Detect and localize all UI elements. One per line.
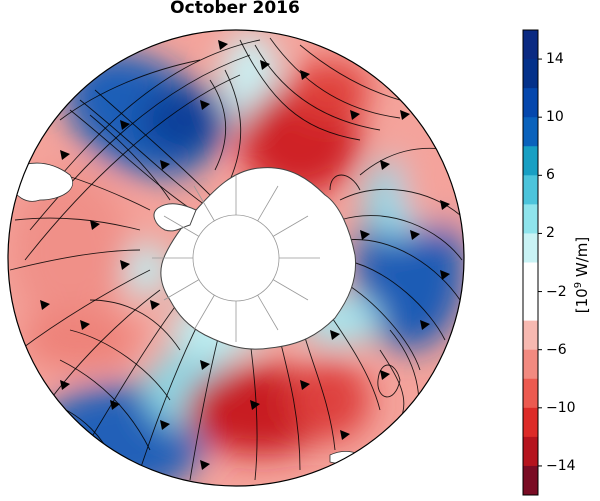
colorbar-segment (523, 436, 538, 467)
colorbar-segment (523, 465, 538, 496)
pole-hole (192, 214, 280, 302)
colorbar-segment (523, 30, 538, 60)
colorbar-segment (523, 233, 538, 263)
colorbar-tick-label: 6 (546, 167, 555, 184)
colorbar-tick-label: −14 (546, 457, 576, 474)
colorbar-segment (523, 349, 538, 380)
colorbar-border (522, 29, 539, 496)
colorbar-tick-label: 2 (546, 225, 555, 242)
colorbar-segment (523, 320, 538, 351)
colorbar-segment (523, 291, 538, 322)
colorbar (522, 29, 542, 496)
colorbar-segment (523, 88, 538, 118)
colorbar-segment (523, 59, 538, 89)
colorbar-tick-label: 14 (546, 51, 564, 68)
colorbar-segment (523, 204, 538, 234)
anomaly-field (8, 30, 464, 486)
streamline-arrows (40, 40, 450, 470)
colorbar-segment (523, 407, 538, 438)
colorbar-segment (523, 117, 538, 147)
colorbar-tick-label: −6 (546, 341, 567, 358)
colorbar-tick-label: −2 (546, 283, 567, 300)
colorbar-title: [109 W/m] (573, 236, 591, 314)
colorbar-tick-label: 10 (546, 109, 564, 126)
colorbar-segment (523, 262, 538, 293)
chart-title: October 2016 (170, 0, 300, 18)
antarctic-peninsula (153, 203, 197, 232)
new-zealand-landmass (329, 450, 366, 465)
colorbar-segment (523, 378, 538, 409)
colorbar-tick-label: −10 (546, 399, 576, 416)
south-america-landmass (9, 162, 73, 202)
colorbar-segment (523, 175, 538, 205)
streamlines (9, 37, 463, 481)
map-boundary (7, 29, 465, 487)
colorbar-segment (523, 146, 538, 176)
